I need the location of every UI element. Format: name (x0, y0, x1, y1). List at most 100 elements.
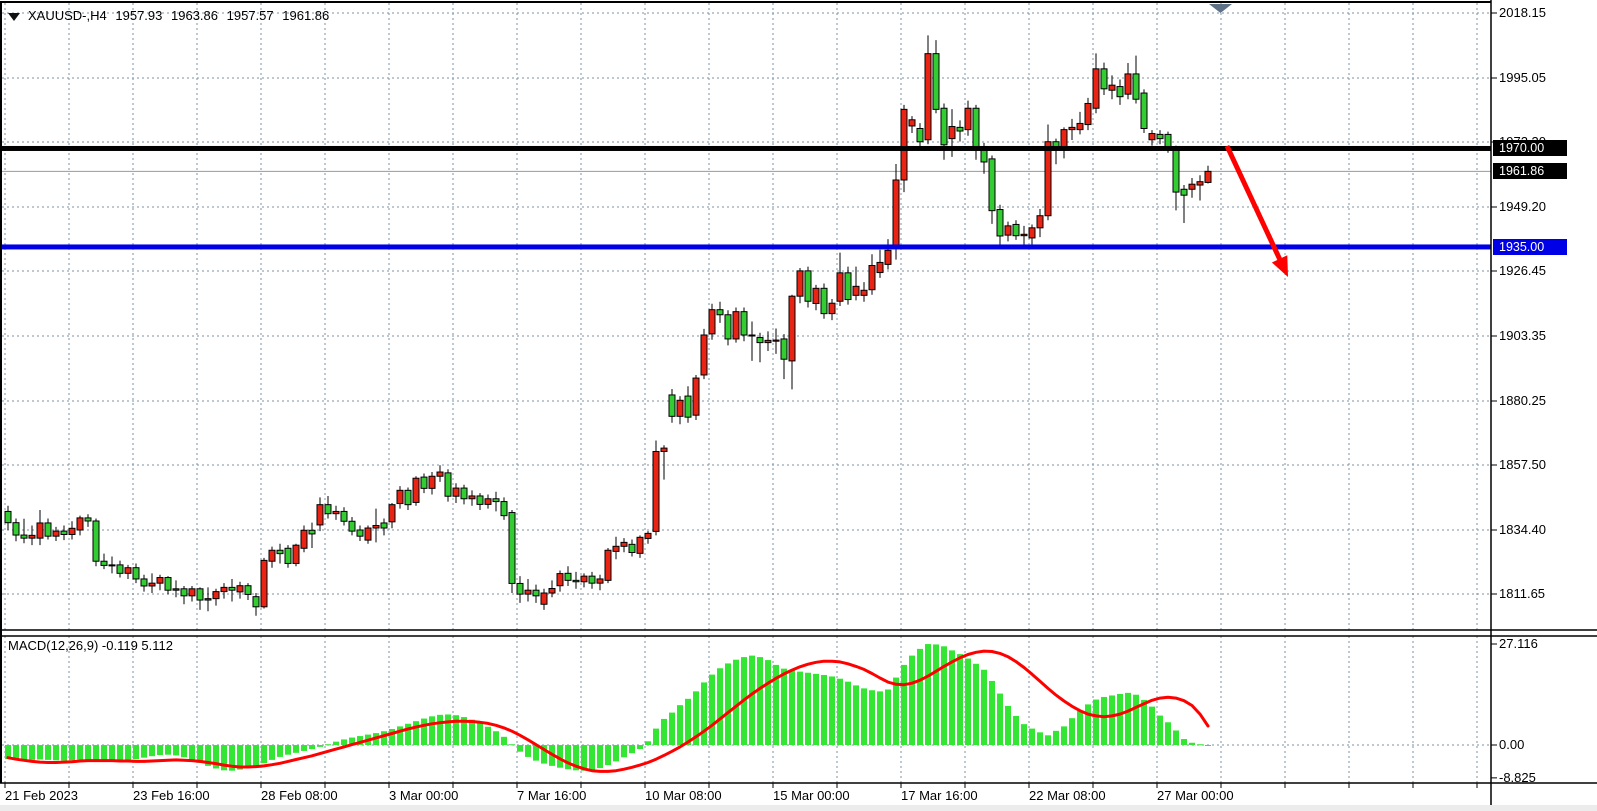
candle-bull (644, 532, 652, 539)
macd-histogram-bar (1181, 739, 1187, 745)
macd-histogram-bar (973, 663, 979, 745)
macd-histogram-bar (573, 745, 579, 771)
candle-bear (4, 510, 12, 524)
candle-bear (668, 394, 676, 417)
macd-histogram-bar (181, 745, 187, 758)
candle-bear (980, 149, 988, 163)
macd-histogram-bar (109, 745, 115, 762)
candle-bull (580, 575, 588, 583)
macd-histogram-bar (805, 672, 811, 745)
macd-histogram-bar (485, 726, 491, 745)
macd-histogram-bar (277, 745, 283, 757)
candle-bull (860, 289, 868, 296)
candle-bear (1164, 133, 1172, 148)
trend-arrow-shaft[interactable] (1224, 144, 1284, 264)
macd-histogram-bar (133, 745, 139, 760)
macd-histogram-bar (189, 745, 195, 760)
macd-histogram-bar (301, 745, 307, 751)
macd-histogram-bar (45, 745, 51, 760)
candle-bear (92, 520, 100, 562)
macd-histogram-bar (1013, 715, 1019, 745)
macd-histogram-bar (525, 745, 531, 757)
macd-histogram-bar (245, 745, 251, 768)
macd-histogram-bar (285, 745, 291, 755)
macd-histogram-bar (1133, 694, 1139, 745)
candle-bull (748, 334, 756, 337)
macd-histogram-bar (165, 745, 171, 755)
candle-bull (1204, 170, 1212, 183)
candle-bear (588, 575, 596, 584)
candle-bull (540, 592, 548, 605)
macd-histogram-bar (221, 745, 227, 771)
candle-bear (252, 596, 260, 608)
candle-bull (772, 339, 780, 342)
candle-bear (276, 549, 284, 555)
candle-bear (564, 572, 572, 581)
candle-bull (212, 591, 220, 600)
macd-histogram-bar (1101, 696, 1107, 745)
candle-bear (804, 270, 812, 302)
macd-histogram-bar (917, 648, 923, 745)
macd-histogram-bar (1205, 745, 1211, 746)
macd-histogram-bar (629, 745, 635, 754)
candle-bear (628, 543, 636, 554)
macd-histogram-bar (157, 745, 163, 756)
candle-bull (652, 450, 660, 532)
candle-bull (204, 598, 212, 601)
horizontal-line-object[interactable] (2, 145, 1491, 151)
horizontal-line-object[interactable] (2, 244, 1491, 250)
candle-bull (1004, 225, 1012, 236)
macd-histogram-bar (1165, 722, 1171, 745)
candle-bear (12, 522, 20, 536)
macd-histogram-bar (349, 737, 355, 745)
candle-bear (844, 272, 852, 301)
macd-histogram-bar (701, 682, 707, 745)
macd-histogram-bar (213, 745, 219, 769)
macd-histogram-bar (941, 646, 947, 745)
macd-histogram-bar (1117, 693, 1123, 745)
macd-histogram-bar (725, 663, 731, 745)
macd-histogram-bar (1085, 704, 1091, 745)
candle-bear (60, 530, 68, 535)
macd-signal-line (6, 649, 1210, 773)
macd-histogram-bar (205, 745, 211, 766)
macd-histogram-bar (749, 655, 755, 745)
candle-bear (724, 314, 732, 340)
macd-histogram-bar (845, 681, 851, 745)
candle-bull (268, 549, 276, 562)
macd-histogram-bar (637, 745, 643, 750)
macd-histogram-bar (773, 664, 779, 745)
candle-bull (76, 517, 84, 531)
macd-histogram-bar (613, 745, 619, 762)
candle-bear (356, 529, 364, 537)
candle-bear (508, 512, 516, 584)
candle-bull (796, 270, 804, 297)
candle-bull (1092, 68, 1100, 109)
candle-bull (1044, 141, 1052, 217)
candle-bear (532, 589, 540, 597)
candle-bear (348, 520, 356, 532)
macd-histogram-bar (717, 668, 723, 745)
macd-histogram-bar (141, 745, 147, 758)
candle-bear (500, 501, 508, 517)
candle-bull (828, 302, 836, 315)
macd-histogram-bar (437, 714, 443, 745)
trend-arrow-head[interactable] (1271, 255, 1288, 277)
candle-bear (820, 287, 828, 315)
macd-histogram-bar (813, 673, 819, 745)
candle-bear (572, 579, 580, 583)
candle-bull (148, 582, 156, 587)
macd-histogram-bar (901, 664, 907, 745)
candle-bear (996, 209, 1004, 237)
macd-histogram-bar (445, 714, 451, 745)
candle-bull (68, 527, 76, 535)
candle-bear (988, 158, 996, 212)
chart-shift-marker-icon[interactable] (1209, 4, 1232, 13)
macd-histogram-bar (77, 745, 83, 760)
macd-histogram-bar (117, 745, 123, 761)
macd-histogram-bar (429, 716, 435, 745)
candle-bull (660, 447, 668, 452)
macd-histogram-bar (1197, 744, 1203, 746)
macd-histogram-bar (877, 691, 883, 745)
